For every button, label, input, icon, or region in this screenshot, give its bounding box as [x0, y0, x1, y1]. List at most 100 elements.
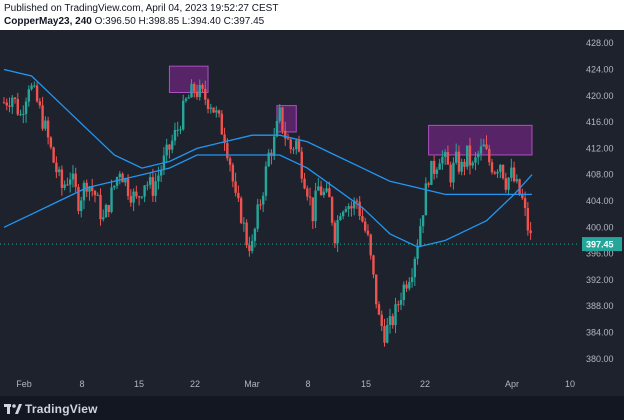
- candle-body: [93, 190, 97, 196]
- candle-body: [8, 105, 11, 107]
- candle-body: [490, 162, 494, 173]
- candle-body: [126, 178, 130, 197]
- candle-body: [245, 222, 248, 246]
- candle-body: [413, 258, 417, 278]
- candle-body: [306, 188, 309, 197]
- candle-body: [386, 325, 389, 343]
- tradingview-logo-icon: [4, 404, 22, 414]
- candle-body: [383, 326, 386, 343]
- candle-body: [416, 245, 419, 259]
- candle-body: [526, 208, 530, 231]
- candle-body: [102, 217, 105, 220]
- candle-body: [264, 166, 268, 196]
- candle-body: [402, 284, 405, 301]
- candle-body: [410, 277, 414, 282]
- candle-body: [358, 201, 361, 217]
- close-label: C:: [223, 16, 234, 27]
- candle-body: [173, 129, 177, 141]
- candle-body: [118, 173, 122, 178]
- x-tick-label: 15: [361, 379, 371, 389]
- candle-body: [375, 274, 378, 305]
- candle-body: [204, 88, 207, 100]
- candle-body: [363, 221, 367, 231]
- candle-body: [44, 120, 47, 129]
- candle-body: [267, 152, 270, 167]
- last-price-label: 397.45: [586, 240, 614, 250]
- candle-body: [137, 196, 141, 198]
- high-value: 398.85: [148, 16, 180, 27]
- candle-body: [206, 99, 210, 109]
- candle-body: [457, 151, 461, 172]
- published-caption: Published on TradingView.com, April 04, …: [4, 3, 279, 14]
- candle-body: [333, 222, 337, 244]
- candle-body: [515, 179, 519, 182]
- candle-body: [435, 169, 439, 174]
- candle-body: [438, 163, 441, 170]
- candle-body: [201, 84, 204, 89]
- candle-body: [471, 162, 474, 166]
- x-tick-label: 10: [565, 379, 575, 389]
- candle-body: [168, 144, 171, 150]
- candle-body: [24, 101, 28, 115]
- candle-body: [80, 200, 83, 212]
- candle-body: [474, 157, 477, 163]
- candle-body: [195, 91, 199, 98]
- candle-body: [217, 110, 221, 114]
- candle-body: [13, 97, 17, 100]
- x-tick-label: 22: [420, 379, 430, 389]
- candle-body: [479, 146, 483, 154]
- y-tick-label: 392.00: [586, 275, 614, 285]
- candle-body: [151, 177, 155, 196]
- candle-body: [394, 304, 397, 326]
- candle-body: [140, 196, 144, 198]
- candle-body: [212, 107, 215, 113]
- candle-body: [110, 187, 113, 212]
- y-tick-label: 424.00: [586, 64, 614, 74]
- price-chart[interactable]: 428.00 424.00 420.00 416.00 412.00 408.00 404.…: [0, 30, 624, 396]
- symbol-label: CopperMay23, 240: [4, 16, 92, 27]
- candle-body: [466, 145, 469, 167]
- candle-body: [372, 255, 375, 275]
- candle-body: [121, 173, 124, 183]
- open-label: O:: [94, 16, 106, 27]
- last-price-badge: [582, 237, 622, 252]
- candle-body: [355, 200, 359, 202]
- candle-body: [215, 110, 218, 113]
- y-tick-label: 416.00: [586, 117, 614, 127]
- moving-average-2: [3, 154, 533, 248]
- y-tick-label: 408.00: [586, 170, 614, 180]
- candle-body: [424, 183, 428, 216]
- candle-body: [330, 197, 334, 223]
- candle-body: [278, 107, 281, 121]
- candle-body: [91, 186, 94, 191]
- y-tick-label: 380.00: [586, 354, 614, 364]
- candle-body: [68, 179, 72, 185]
- candle-body: [295, 140, 298, 150]
- candle-body: [339, 216, 342, 221]
- candle-body: [523, 198, 527, 209]
- candle-body: [55, 162, 58, 173]
- candle-body: [88, 186, 91, 192]
- candle-body: [270, 152, 273, 156]
- candle-body: [529, 230, 532, 234]
- candle-body: [352, 200, 356, 209]
- candle-body: [35, 85, 39, 102]
- tradingview-logo: TradingView: [4, 402, 98, 416]
- candle-body: [143, 185, 146, 197]
- candle-body: [30, 85, 33, 90]
- candle-body: [284, 130, 287, 139]
- candle-body: [430, 160, 433, 185]
- candle-body: [237, 192, 240, 199]
- candle-body: [507, 177, 510, 190]
- candle-body: [41, 105, 44, 129]
- candle-body: [107, 205, 110, 212]
- candle-body: [399, 300, 403, 305]
- x-tick-label: Mar: [244, 379, 260, 389]
- candle-body: [377, 304, 381, 315]
- candle-body: [452, 162, 455, 183]
- candle-body: [366, 230, 370, 235]
- candle-body: [325, 188, 328, 192]
- close-value: 397.45: [233, 16, 265, 27]
- candle-body: [328, 188, 331, 198]
- candle-body: [99, 194, 102, 220]
